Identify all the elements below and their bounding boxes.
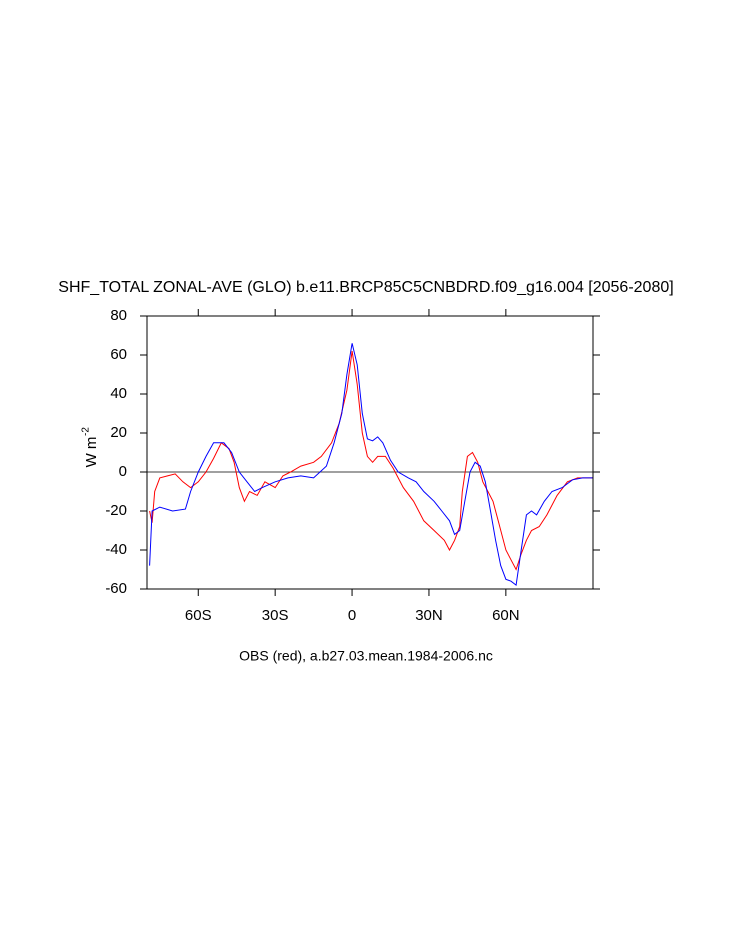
y-tick-label: 60 [110,346,127,363]
x-tick-label: 0 [348,607,356,624]
chart-subtitle: OBS (red), a.b27.03.mean.1984-2006.nc [239,648,493,664]
series-line [149,351,593,571]
y-tick-label: 20 [110,424,127,441]
y-label-text: W m [83,437,100,468]
x-tick-label: 60N [492,607,520,624]
series-line [149,343,593,587]
y-tick-label: -60 [105,580,127,597]
x-tick-label: 30N [415,607,443,624]
y-tick-label: 0 [119,463,127,480]
plot-frame [146,315,594,590]
y-tick-label: -20 [105,502,127,519]
y-axis-label: W m -2 [81,427,100,468]
x-tick-label: 30S [262,607,289,624]
y-tick-label: -40 [105,541,127,558]
y-tick-label: 40 [110,385,127,402]
y-label-sup: -2 [81,427,92,436]
y-tick-label: 80 [110,307,127,324]
x-tick-label: 60S [185,607,212,624]
chart-title: SHF_TOTAL ZONAL-AVE (GLO) b.e11.BRCP85C5… [58,279,673,296]
